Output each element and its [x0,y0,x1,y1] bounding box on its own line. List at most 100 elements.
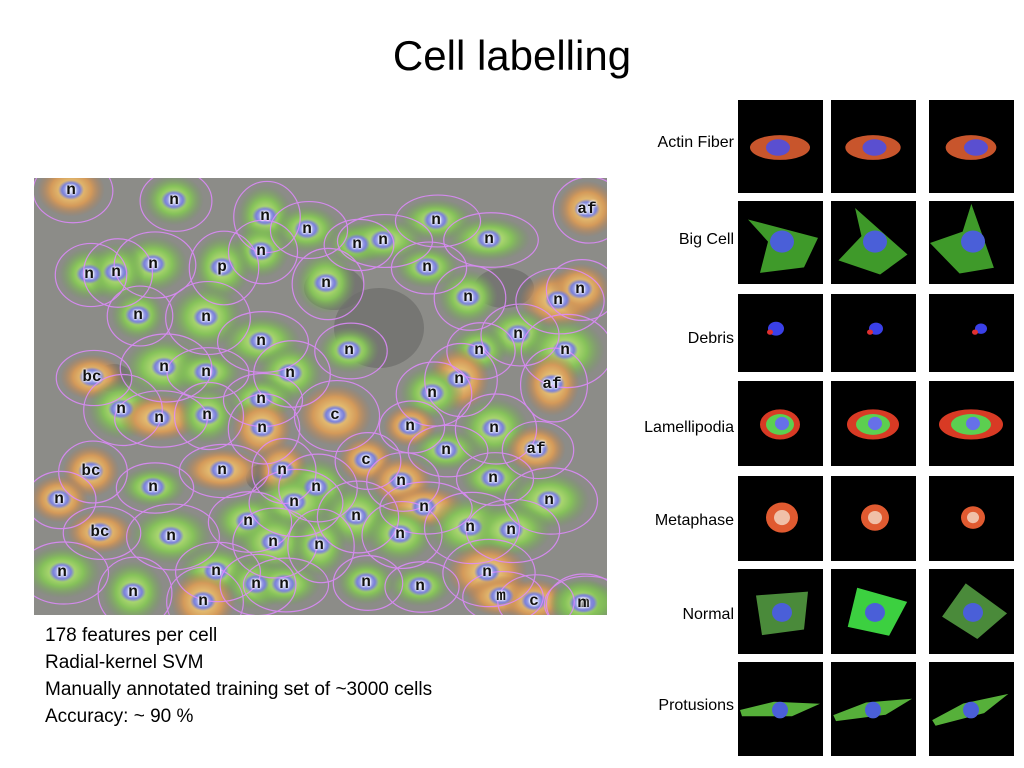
cell-class-label: n [378,231,388,249]
cell-nucleus [190,591,216,611]
cell-nucleus [407,576,433,596]
cell-nucleus [567,279,593,299]
actin-fiber-cell-image [738,100,823,193]
cell-nucleus [536,490,562,510]
cell-outline [443,212,539,268]
cell-class-label: n [285,364,295,382]
cell-class-label: c [529,592,539,610]
cell-outline [454,393,538,465]
cell-nucleus [209,257,235,277]
cell-nucleus [476,229,502,249]
cell-class-label: bc [90,523,110,541]
cell-nucleus [474,562,500,582]
cell-class-label: n [575,280,585,298]
cell-class-label: n [415,577,425,595]
cell-nucleus [49,562,75,582]
cell-outline [115,462,195,514]
cell-outline [390,241,468,295]
normal-cell-image [929,569,1014,654]
cell-class-label: n [166,527,176,545]
cell-outline [515,267,605,335]
cell-nucleus [336,340,362,360]
cell-class-label: n [154,409,164,427]
cell-class-label: n [465,518,475,536]
cell-nucleus [480,468,506,488]
cell-nucleus [243,574,269,594]
cell-class-label: n [489,419,499,437]
cell-class-label: n [506,521,516,539]
cell-nucleus [498,520,524,540]
cell-nucleus [103,262,129,282]
debris-cell-image [831,294,916,372]
big-cell-image [831,201,916,284]
cell-outline [316,480,400,554]
cell-class-label: n [133,306,143,324]
cell-class-label: n [289,493,299,511]
cell-outline [545,259,607,321]
cell-outline [379,481,473,535]
cell-nucleus [353,450,379,470]
cell-mosaic-image [34,178,607,615]
annotated-cell-mosaic: n n n n n af n n n n n p n n n n n n n n n n n n n n n n bc n n n af n n n n… [34,178,607,615]
lamellipodia-cell-image [929,381,1014,466]
cell-outline [54,242,128,308]
category-label: Actin Fiber [657,134,734,151]
cell-outline [519,347,589,423]
debris-cell-image [929,294,1014,372]
cell-nucleus [193,307,219,327]
cell-class-label: n [211,562,221,580]
metaphase-cell-image [929,476,1014,561]
cell-class-label: n [311,478,321,496]
cell-nucleus [414,257,440,277]
debris-cell-image [738,294,823,372]
lamellipodia-cell-image [831,381,916,466]
cell-class-label: n [260,207,270,225]
cell-class-label: m [496,587,506,605]
cell-class-label: n [128,583,138,601]
cell-class-label: n [488,469,498,487]
cell-nucleus [433,440,459,460]
cell-class-label: n [463,288,473,306]
cell-outline [503,467,599,535]
cell-class-label: n [344,341,354,359]
cell-class-label: n [256,332,266,350]
cell-outline [126,503,220,571]
category-label: Metaphase [654,512,734,529]
cell-class-label: n [268,533,278,551]
cell-outline [423,491,521,565]
cell-nucleus [370,230,396,250]
cell-nucleus [387,524,413,544]
cell-outline [462,570,544,615]
note-classifier: Radial-kernel SVM [45,652,204,673]
cell-class-label: n [84,265,94,283]
cell-nucleus [343,506,369,526]
cell-class-label: n [54,490,64,508]
category-label: Debris [687,330,734,347]
cell-outline [178,443,270,499]
cell-outline [442,538,536,608]
cell-nucleus [140,254,166,274]
cell-class-label: n [279,575,289,593]
cell-class-label: n [314,536,324,554]
protusions-cell-image [929,662,1014,756]
cell-outline [97,556,173,615]
lamellipodia-cell-image [738,381,823,466]
cell-nucleus [260,532,286,552]
cell-outline [395,361,473,427]
cell-outline [106,285,174,347]
cell-class-label: n [352,235,362,253]
cell-nucleus [46,489,72,509]
cell-class-label: n [484,230,494,248]
cell-class-label: n [202,406,212,424]
slide-title: Cell labelling [392,32,632,79]
cell-class-label: n [560,341,570,359]
cell-outline [166,566,244,615]
cell-nucleus [294,219,320,239]
cell-class-label: n [169,191,179,209]
cell-nucleus [353,572,379,592]
cell-class-label: n [302,220,312,238]
cell-outline [543,575,607,615]
cell-outline [480,303,560,367]
cell-class-label: n [553,291,563,309]
cell-nucleus [277,363,303,383]
